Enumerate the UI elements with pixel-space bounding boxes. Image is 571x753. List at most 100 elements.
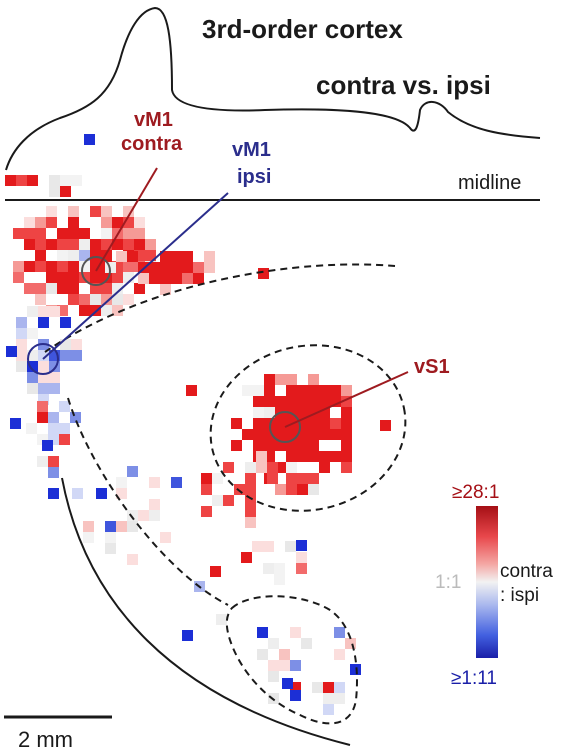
heatmap-pixel bbox=[57, 228, 68, 239]
heatmap-pixel bbox=[46, 261, 57, 272]
heatmap-pixel bbox=[297, 407, 308, 418]
heatmap-pixel bbox=[48, 467, 59, 478]
heatmap-pixel bbox=[38, 317, 49, 328]
heatmap-pixel bbox=[149, 510, 160, 521]
heatmap-pixel bbox=[46, 272, 57, 283]
vm1-contra-pointer bbox=[95, 167, 158, 272]
vm1-ipsi-label-a: vM1 bbox=[232, 139, 271, 161]
heatmap-pixel bbox=[79, 239, 90, 250]
heatmap-pixel bbox=[263, 563, 274, 574]
heatmap-pixel bbox=[274, 563, 285, 574]
heatmap-pixel bbox=[49, 350, 60, 361]
heatmap-pixel bbox=[112, 272, 123, 283]
heatmap-pixel bbox=[116, 521, 127, 532]
heatmap-pixel bbox=[37, 456, 48, 467]
heatmap-pixel bbox=[245, 462, 256, 473]
heatmap-pixel bbox=[127, 554, 138, 565]
heatmap-pixel bbox=[263, 541, 274, 552]
heatmap-pixel bbox=[296, 563, 307, 574]
heatmap-pixel bbox=[35, 261, 46, 272]
heatmap-pixel bbox=[101, 217, 112, 228]
heatmap-pixel bbox=[24, 217, 35, 228]
heatmap-pixel bbox=[160, 273, 171, 284]
heatmap-pixel bbox=[68, 250, 79, 261]
heatmap-pixel bbox=[101, 206, 112, 217]
heatmap-pixel bbox=[290, 690, 301, 701]
heatmap-pixel bbox=[101, 283, 112, 294]
heatmap-pixel bbox=[57, 272, 68, 283]
heatmap-pixel bbox=[38, 372, 49, 383]
heatmap-pixel bbox=[186, 385, 197, 396]
colorbar-axis-label-2: : ispi bbox=[500, 585, 539, 606]
scale-bar-label: 2 mm bbox=[18, 727, 73, 752]
heatmap-pixel bbox=[35, 250, 46, 261]
heatmap-pixel bbox=[134, 239, 145, 250]
heatmap-pixel bbox=[38, 383, 49, 394]
heatmap-pixel bbox=[308, 396, 319, 407]
heatmap-pixel bbox=[79, 228, 90, 239]
heatmap-pixel bbox=[267, 473, 278, 484]
vm1-ipsi-circle bbox=[27, 343, 59, 375]
vs1-pointer bbox=[284, 371, 409, 428]
heatmap-pixel bbox=[216, 614, 227, 625]
colorbar bbox=[476, 506, 498, 658]
colorbar-min-label: ≥1:11 bbox=[451, 668, 497, 689]
heatmap-pixel bbox=[252, 541, 263, 552]
heatmap-pixel bbox=[38, 361, 49, 372]
heatmap-pixel bbox=[48, 423, 59, 434]
heatmap-pixel bbox=[330, 418, 341, 429]
heatmap-pixel bbox=[71, 339, 82, 350]
heatmap-pixel bbox=[42, 440, 53, 451]
heatmap-pixel bbox=[204, 251, 215, 262]
heatmap-pixel bbox=[253, 407, 264, 418]
vm1-contra-label-b: contra bbox=[121, 133, 183, 155]
heatmap-pixel bbox=[319, 429, 330, 440]
heatmap-pixel bbox=[27, 306, 38, 317]
heatmap-pixel bbox=[297, 396, 308, 407]
heatmap-pixel bbox=[182, 262, 193, 273]
heatmap-pixel bbox=[90, 239, 101, 250]
heatmap-pixel bbox=[79, 261, 90, 272]
heatmap-pixel bbox=[68, 261, 79, 272]
heatmap-pixel bbox=[149, 262, 160, 273]
heatmap-pixel bbox=[57, 261, 68, 272]
region-boundary-upper bbox=[44, 263, 396, 353]
heatmap-pixel bbox=[231, 440, 242, 451]
vm1-contra-label-a: vM1 bbox=[134, 109, 173, 131]
heatmap-pixel bbox=[35, 217, 46, 228]
heatmap-pixel bbox=[68, 294, 79, 305]
heatmap-pixel bbox=[193, 273, 204, 284]
heatmap-pixel bbox=[330, 396, 341, 407]
heatmap-pixel bbox=[57, 239, 68, 250]
heatmap-pixel bbox=[24, 261, 35, 272]
heatmap-pixel bbox=[242, 385, 253, 396]
heatmap-pixel bbox=[308, 451, 319, 462]
heatmap-pixel bbox=[112, 283, 123, 294]
heatmap-pixel bbox=[68, 272, 79, 283]
heatmap-pixel bbox=[274, 574, 285, 585]
heatmap-pixel bbox=[290, 682, 301, 693]
heatmap-pixel bbox=[38, 394, 49, 405]
heatmap-pixel bbox=[282, 678, 293, 689]
heatmap-pixel bbox=[105, 532, 116, 543]
heatmap-pixel bbox=[79, 294, 90, 305]
midline-label: midline bbox=[458, 172, 521, 194]
heatmap-pixel bbox=[290, 627, 301, 638]
heatmap-pixel bbox=[60, 186, 71, 197]
heatmap-pixel bbox=[90, 294, 101, 305]
heatmap-pixel bbox=[46, 239, 57, 250]
heatmap-pixel bbox=[345, 638, 356, 649]
heatmap-pixel bbox=[286, 374, 297, 385]
heatmap-pixel bbox=[96, 488, 107, 499]
heatmap-pixel bbox=[297, 473, 308, 484]
heatmap-pixel bbox=[264, 440, 275, 451]
heatmap-pixel bbox=[257, 627, 268, 638]
heatmap-pixel bbox=[24, 283, 35, 294]
heatmap-pixel bbox=[253, 385, 264, 396]
heatmap-pixel bbox=[308, 407, 319, 418]
heatmap-pixel bbox=[127, 251, 138, 262]
heatmap-pixel bbox=[90, 206, 101, 217]
heatmap-pixel bbox=[35, 283, 46, 294]
heatmap-pixel bbox=[241, 552, 252, 563]
heatmap-pixel bbox=[296, 540, 307, 551]
